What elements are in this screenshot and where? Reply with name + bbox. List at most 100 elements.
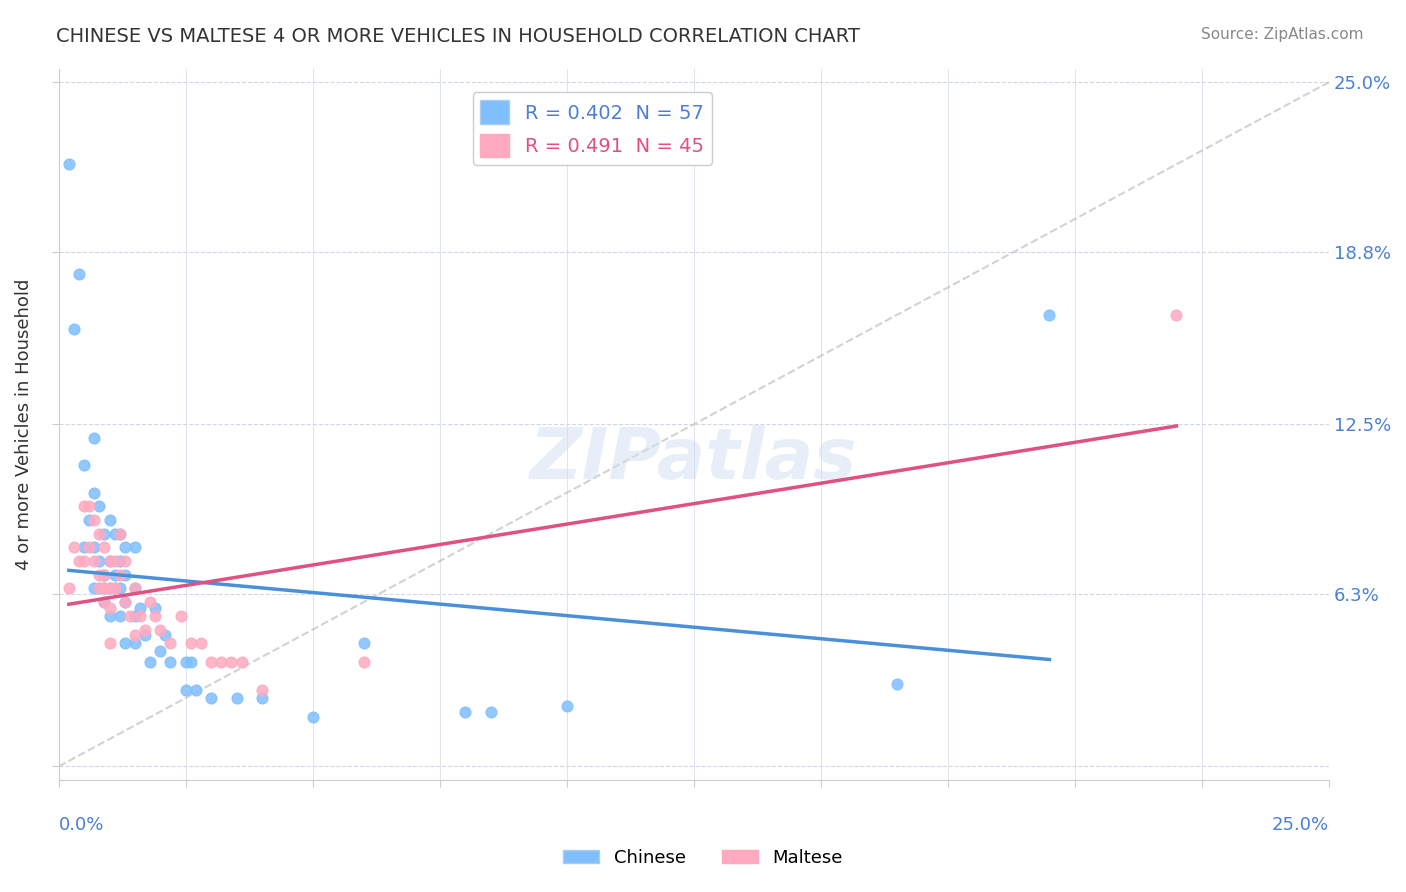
Point [58, 582, 80, 596]
Point [139, 595, 162, 609]
Point [114, 595, 136, 609]
Point [143, 600, 166, 615]
Point [93, 582, 115, 596]
Point [73, 500, 96, 514]
Point [129, 600, 152, 615]
Point [124, 582, 146, 596]
Point [89, 582, 111, 596]
Point [209, 656, 232, 670]
Point [134, 628, 156, 642]
Point [83, 513, 105, 527]
Point [200, 656, 222, 670]
Point [159, 636, 181, 650]
Point [93, 582, 115, 596]
Point [89, 567, 111, 582]
Point [114, 567, 136, 582]
Point [155, 628, 177, 642]
Point [77, 500, 100, 514]
Point [225, 690, 247, 705]
Point [98, 608, 121, 623]
Point [83, 582, 105, 596]
Point [89, 526, 111, 541]
Y-axis label: 4 or more Vehicles in Household: 4 or more Vehicles in Household [15, 278, 32, 570]
Legend: R = 0.402  N = 57, R = 0.491  N = 45: R = 0.402 N = 57, R = 0.491 N = 45 [472, 93, 711, 165]
Point [114, 554, 136, 568]
Point [63, 321, 86, 335]
Point [114, 636, 136, 650]
Point [77, 541, 100, 555]
Point [63, 541, 86, 555]
Point [149, 623, 172, 637]
Point [159, 656, 181, 670]
Point [353, 636, 375, 650]
Point [73, 458, 96, 473]
Point [98, 600, 121, 615]
Point [129, 608, 152, 623]
Point [89, 500, 111, 514]
Point [58, 157, 80, 171]
Point [83, 554, 105, 568]
Point [301, 710, 323, 724]
Point [134, 623, 156, 637]
Point [83, 541, 105, 555]
Point [200, 690, 222, 705]
Point [98, 554, 121, 568]
Point [174, 656, 197, 670]
Text: CHINESE VS MALTESE 4 OR MORE VEHICLES IN HOUSEHOLD CORRELATION CHART: CHINESE VS MALTESE 4 OR MORE VEHICLES IN… [56, 27, 860, 45]
Point [103, 582, 125, 596]
Point [180, 636, 202, 650]
Point [1166, 308, 1188, 322]
Point [124, 628, 146, 642]
Point [124, 582, 146, 596]
Point [93, 541, 115, 555]
Point [353, 656, 375, 670]
Point [169, 608, 191, 623]
Point [93, 526, 115, 541]
Point [93, 567, 115, 582]
Point [114, 541, 136, 555]
Point [98, 513, 121, 527]
Point [190, 636, 212, 650]
Point [124, 541, 146, 555]
Point [67, 267, 90, 281]
Point [108, 526, 131, 541]
Point [114, 595, 136, 609]
Point [93, 595, 115, 609]
Point [67, 554, 90, 568]
Point [108, 608, 131, 623]
Point [98, 554, 121, 568]
Point [108, 526, 131, 541]
Legend: Chinese, Maltese: Chinese, Maltese [555, 842, 851, 874]
Point [454, 705, 477, 719]
Point [89, 582, 111, 596]
Point [89, 554, 111, 568]
Point [250, 690, 273, 705]
Text: 25.0%: 25.0% [1272, 815, 1329, 834]
Point [1038, 308, 1060, 322]
Point [83, 431, 105, 445]
Point [555, 699, 578, 714]
Point [184, 682, 207, 697]
Point [124, 608, 146, 623]
Point [479, 705, 502, 719]
Point [108, 567, 131, 582]
Point [108, 582, 131, 596]
Point [103, 526, 125, 541]
Point [93, 567, 115, 582]
Point [149, 644, 172, 658]
Point [103, 567, 125, 582]
Point [174, 682, 197, 697]
Point [231, 656, 253, 670]
Point [98, 582, 121, 596]
Point [180, 656, 202, 670]
Point [83, 485, 105, 500]
Point [93, 595, 115, 609]
Point [103, 582, 125, 596]
Point [73, 554, 96, 568]
Point [143, 608, 166, 623]
Point [250, 682, 273, 697]
Point [139, 656, 162, 670]
Text: 0.0%: 0.0% [59, 815, 104, 834]
Point [118, 608, 141, 623]
Point [886, 677, 908, 691]
